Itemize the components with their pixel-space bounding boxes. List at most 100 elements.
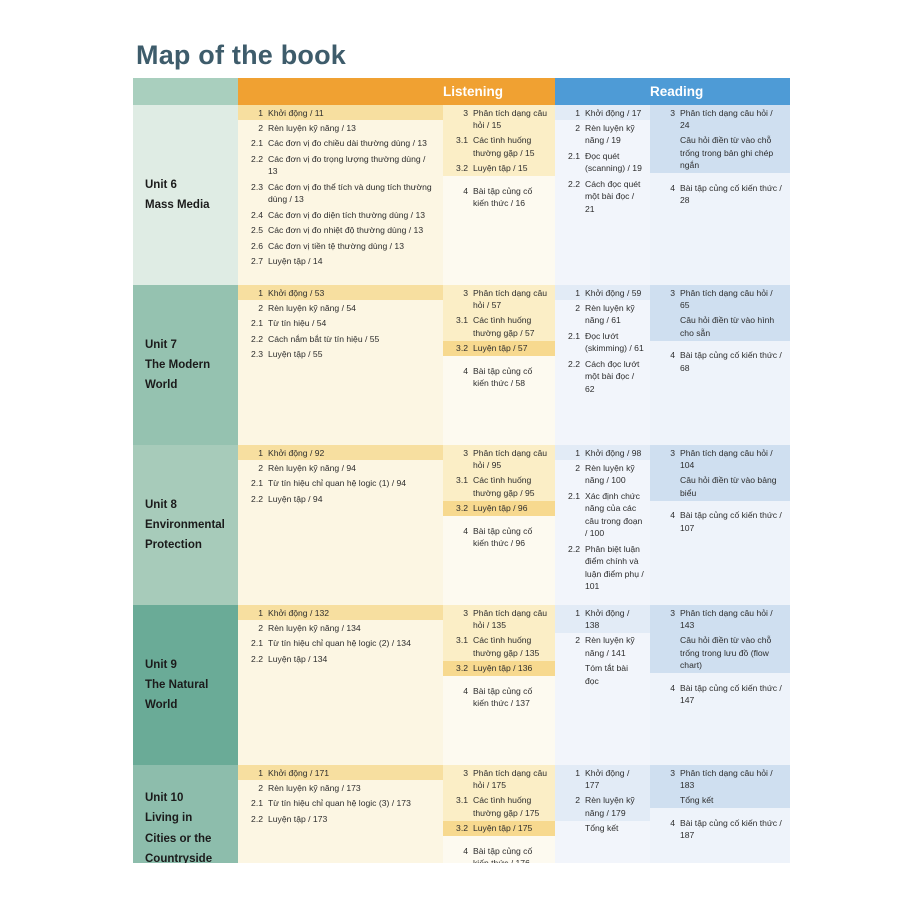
list-item[interactable]: 3 Phân tích dạng câu hỏi / 104	[650, 445, 790, 473]
list-item[interactable]: 2.1 Đọc quét (scanning) / 19	[555, 148, 650, 176]
list-item[interactable]: 4 Bài tập củng cố kiến thức / 187	[650, 815, 790, 843]
list-item[interactable]: 3.1 Các tình huống thường gặp / 175	[443, 792, 555, 821]
list-item-text: Phân tích dạng câu hỏi / 143	[680, 607, 773, 630]
list-item[interactable]: 2.1 Các đơn vị đo chiều dài thường dùng /…	[238, 136, 443, 151]
list-item[interactable]: 3 Phân tích dạng câu hỏi / 135	[443, 605, 555, 633]
list-item[interactable]: Câu hỏi điền từ vào chỗ trống trong lưu …	[650, 632, 790, 674]
list-item-text: Câu hỏi điền từ vào bảng biểu	[680, 475, 777, 498]
unit-title-line: Cities or the	[145, 832, 212, 845]
list-item-number: 3	[670, 107, 675, 118]
list-item[interactable]: 3 Phân tích dạng câu hỏi / 175	[443, 765, 555, 793]
list-item[interactable]: 2.7 Luyện tập / 14	[238, 254, 443, 269]
list-item[interactable]: 1 Khởi động / 177	[555, 765, 650, 793]
list-item[interactable]: Câu hỏi điền từ vào bảng biểu	[650, 472, 790, 501]
list-item[interactable]: 1 Khởi động / 59	[555, 285, 650, 301]
list-item[interactable]: 3 Phân tích dạng câu hỏi / 57	[443, 285, 555, 313]
list-item[interactable]: 2.1 Xác định chức năng của các câu trong …	[555, 488, 650, 541]
list-item[interactable]: 4 Bài tập củng cố kiến thức / 58	[443, 363, 555, 391]
list-item[interactable]: Tổng kết	[650, 792, 790, 809]
list-item[interactable]: 4 Bài tập củng cố kiến thức / 137	[443, 683, 555, 711]
listening-column-1: 1 Khởi động / 132 2 Rèn luyện kỹ năng / 134…	[238, 605, 443, 765]
list-item[interactable]: 2.1 Từ tín hiệu / 54	[238, 316, 443, 331]
list-item-number: 2.2	[568, 358, 580, 369]
list-item[interactable]: 4 Bài tập củng cố kiến thức / 96	[443, 523, 555, 551]
list-item[interactable]: 3 Phân tích dạng câu hỏi / 65	[650, 285, 790, 313]
list-item[interactable]: 2 Rèn luyện kỹ năng / 179	[555, 792, 650, 821]
list-item[interactable]: 3.1 Các tình huống thường gặp / 15	[443, 132, 555, 161]
list-item[interactable]: 2 Rèn luyện kỹ năng / 94	[238, 460, 443, 475]
list-item[interactable]: 2.2 Luyện tập / 134	[238, 651, 443, 666]
list-item[interactable]: 4 Bài tập củng cố kiến thức / 107	[650, 508, 790, 536]
list-item-number: 2.2	[251, 333, 263, 344]
list-item[interactable]: 4 Bài tập củng cố kiến thức / 176	[443, 843, 555, 863]
list-item[interactable]: 3.1 Các tình huống thường gặp / 95	[443, 472, 555, 501]
list-item-text: Luyện tập / 55	[268, 349, 323, 360]
list-gap	[443, 356, 555, 363]
list-item[interactable]: 4 Bài tập củng cố kiến thức / 28	[650, 180, 790, 208]
list-item[interactable]: 2.4 Các đơn vị đo diện tích thường dùng /…	[238, 207, 443, 222]
list-item[interactable]: 2.2 Luyện tập / 94	[238, 491, 443, 506]
list-item[interactable]: Tổng kết	[555, 821, 650, 836]
list-item[interactable]: 2.5 Các đơn vị đo nhiệt độ thường dùng / …	[238, 223, 443, 238]
list-item[interactable]: 4 Bài tập củng cố kiến thức / 16	[443, 183, 555, 211]
list-item[interactable]: 2 Rèn luyện kỹ năng / 141	[555, 633, 650, 661]
list-item-text: Rèn luyện kỹ năng / 54	[268, 302, 356, 313]
list-item[interactable]: 1 Khởi động / 98	[555, 445, 650, 461]
list-item[interactable]: 3.1 Các tình huống thường gặp / 135	[443, 632, 555, 661]
list-item[interactable]: 2 Rèn luyện kỹ năng / 61	[555, 300, 650, 328]
list-item[interactable]: 2 Rèn luyện kỹ năng / 100	[555, 460, 650, 488]
list-item-text: Từ tín hiệu chỉ quan hệ logic (1) / 94	[268, 478, 407, 489]
list-item[interactable]: 1 Khởi động / 138	[555, 605, 650, 633]
list-item[interactable]: 3.2 Luyện tập / 136	[443, 660, 555, 677]
list-item[interactable]: 3 Phân tích dạng câu hỏi / 24	[650, 105, 790, 133]
list-item[interactable]: Câu hỏi điền từ vào hình cho sẵn	[650, 312, 790, 341]
unit-title-line: World	[145, 379, 178, 392]
list-item[interactable]: 3.2 Luyện tập / 96	[443, 500, 555, 517]
list-item[interactable]: 2.1 Đọc lướt (skimming) / 61	[555, 328, 650, 356]
list-item-number: 1	[575, 767, 580, 778]
list-item[interactable]: 3.2 Luyện tập / 57	[443, 340, 555, 357]
list-item[interactable]: 3 Phân tích dạng câu hỏi / 95	[443, 445, 555, 473]
list-item[interactable]: 1 Khởi động / 92	[238, 445, 443, 461]
reading-column-1: 1 Khởi động / 98 2 Rèn luyện kỹ năng / 100 2…	[555, 445, 650, 605]
list-item[interactable]: 2 Rèn luyện kỹ năng / 54	[238, 300, 443, 315]
list-item[interactable]: 1 Khởi động / 17	[555, 105, 650, 121]
list-item[interactable]: 2 Rèn luyện kỹ năng / 134	[238, 620, 443, 635]
list-item[interactable]: 2.6 Các đơn vị tiền tệ thường dùng / 13	[238, 238, 443, 253]
table-header-row: Listening Reading	[133, 78, 790, 105]
list-item[interactable]: 1 Khởi động / 171	[238, 765, 443, 781]
list-item[interactable]: 2.2 Cách đọc lướt một bài đọc / 62	[555, 356, 650, 396]
list-item[interactable]: 2.2 Phân biệt luận điểm chính và luận điể…	[555, 541, 650, 594]
list-item[interactable]: 2.2 Cách nắm bắt từ tín hiệu / 55	[238, 331, 443, 346]
list-item[interactable]: 3.1 Các tình huống thường gặp / 57	[443, 312, 555, 341]
list-item[interactable]: Câu hỏi điền từ vào chỗ trống trong bản …	[650, 132, 790, 174]
list-item[interactable]: 2.2 Cách đọc quét một bài đọc / 21	[555, 176, 650, 216]
unit-number: Unit 9	[145, 658, 177, 671]
list-item[interactable]: 3.2 Luyện tập / 15	[443, 160, 555, 177]
list-item[interactable]: 1 Khởi động / 132	[238, 605, 443, 621]
list-item[interactable]: 2.3 Các đơn vị đo thể tích và dung tích t…	[238, 179, 443, 207]
list-item-text: Luyện tập / 57	[473, 343, 528, 354]
list-item[interactable]: 2 Rèn luyện kỹ năng / 173	[238, 780, 443, 795]
list-item[interactable]: 2 Rèn luyện kỹ năng / 13	[238, 120, 443, 135]
list-item[interactable]: 2 Rèn luyện kỹ năng / 19	[555, 120, 650, 148]
list-item[interactable]: 3 Phân tích dạng câu hỏi / 143	[650, 605, 790, 633]
list-item[interactable]: 2.1 Từ tín hiệu chỉ quan hệ logic (1) / 9…	[238, 476, 443, 491]
listening-column-1: 1 Khởi động / 53 2 Rèn luyện kỹ năng / 54 2.…	[238, 285, 443, 445]
list-item[interactable]: 1 Khởi động / 11	[238, 105, 443, 121]
list-item[interactable]: 4 Bài tập củng cố kiến thức / 147	[650, 680, 790, 708]
list-item[interactable]: 1 Khởi động / 53	[238, 285, 443, 301]
list-item[interactable]: 4 Bài tập củng cố kiến thức / 68	[650, 348, 790, 376]
list-item-text: Bài tập củng cố kiến thức / 137	[473, 685, 533, 709]
list-item[interactable]: 2.2 Các đơn vị đo trọng lượng thường dùng…	[238, 151, 443, 179]
list-item[interactable]: 2.1 Từ tín hiệu chỉ quan hệ logic (3) / 1…	[238, 796, 443, 811]
list-item[interactable]: 2.2 Luyện tập / 173	[238, 811, 443, 826]
list-item[interactable]: Tóm tắt bài đọc	[555, 661, 650, 689]
list-item[interactable]: 2.1 Từ tín hiệu chỉ quan hệ logic (2) / 1…	[238, 636, 443, 651]
list-item[interactable]: 2.3 Luyện tập / 55	[238, 347, 443, 362]
list-item[interactable]: 3.2 Luyện tập / 175	[443, 820, 555, 837]
list-item[interactable]: 3 Phân tích dạng câu hỏi / 15	[443, 105, 555, 133]
list-item-text: Bài tập củng cố kiến thức / 96	[473, 525, 533, 549]
list-item[interactable]: 3 Phân tích dạng câu hỏi / 183	[650, 765, 790, 793]
unit-title-line: Protection	[145, 539, 202, 552]
